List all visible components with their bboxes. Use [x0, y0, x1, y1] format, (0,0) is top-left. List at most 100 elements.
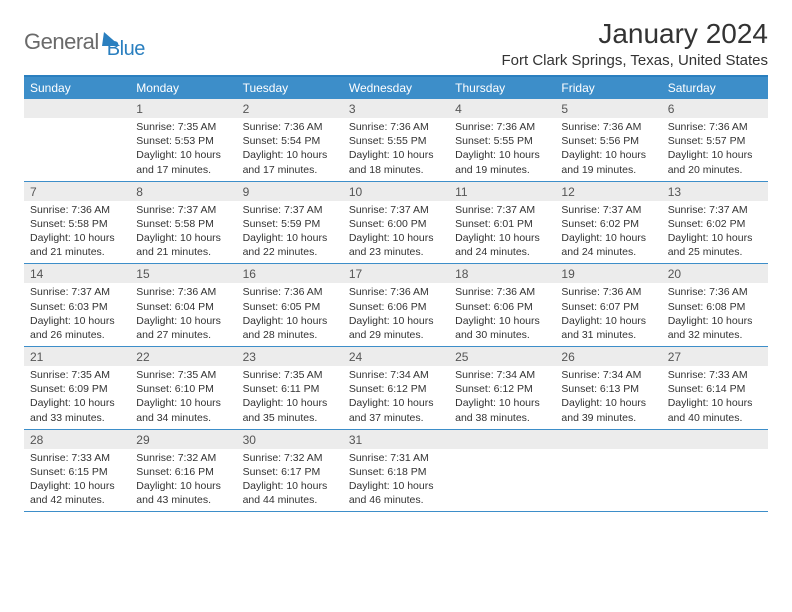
- day-number-strip: 24: [343, 347, 449, 366]
- day-cell: 15Sunrise: 7:36 AMSunset: 6:04 PMDayligh…: [130, 264, 236, 346]
- day-cell: 12Sunrise: 7:37 AMSunset: 6:02 PMDayligh…: [555, 182, 661, 264]
- sunset-text: Sunset: 6:10 PM: [136, 382, 230, 396]
- day-cell: 9Sunrise: 7:37 AMSunset: 5:59 PMDaylight…: [237, 182, 343, 264]
- day-number-strip: 22: [130, 347, 236, 366]
- day-number: 23: [237, 347, 343, 366]
- day-details: Sunrise: 7:32 AMSunset: 6:17 PMDaylight:…: [237, 449, 343, 512]
- day-number: 31: [343, 430, 449, 449]
- day-number: 4: [449, 99, 555, 118]
- day-cell: 25Sunrise: 7:34 AMSunset: 6:12 PMDayligh…: [449, 347, 555, 429]
- day-details: Sunrise: 7:36 AMSunset: 6:08 PMDaylight:…: [662, 283, 768, 346]
- sunrise-text: Sunrise: 7:37 AM: [243, 203, 337, 217]
- daylight-text: and 28 minutes.: [243, 328, 337, 342]
- day-cell: 0: [555, 430, 661, 512]
- sunset-text: Sunset: 6:09 PM: [30, 382, 124, 396]
- day-number-strip: 0: [449, 430, 555, 449]
- day-number-strip: 31: [343, 430, 449, 449]
- daylight-text: and 44 minutes.: [243, 493, 337, 507]
- day-number-strip: 16: [237, 264, 343, 283]
- sunrise-text: Sunrise: 7:37 AM: [455, 203, 549, 217]
- sunset-text: Sunset: 6:03 PM: [30, 300, 124, 314]
- day-number-strip: 17: [343, 264, 449, 283]
- day-details: Sunrise: 7:31 AMSunset: 6:18 PMDaylight:…: [343, 449, 449, 512]
- day-details: Sunrise: 7:36 AMSunset: 6:06 PMDaylight:…: [343, 283, 449, 346]
- sunrise-text: Sunrise: 7:36 AM: [455, 120, 549, 134]
- day-number-strip: 4: [449, 99, 555, 118]
- day-details: Sunrise: 7:35 AMSunset: 6:10 PMDaylight:…: [130, 366, 236, 429]
- daylight-text: Daylight: 10 hours: [136, 479, 230, 493]
- sunrise-text: Sunrise: 7:36 AM: [30, 203, 124, 217]
- sunrise-text: Sunrise: 7:33 AM: [30, 451, 124, 465]
- daylight-text: Daylight: 10 hours: [30, 314, 124, 328]
- sunset-text: Sunset: 6:15 PM: [30, 465, 124, 479]
- sunrise-text: Sunrise: 7:36 AM: [455, 285, 549, 299]
- day-number: 26: [555, 347, 661, 366]
- sunrise-text: Sunrise: 7:36 AM: [243, 120, 337, 134]
- daylight-text: Daylight: 10 hours: [455, 314, 549, 328]
- sunset-text: Sunset: 5:59 PM: [243, 217, 337, 231]
- sunrise-text: Sunrise: 7:36 AM: [668, 120, 762, 134]
- logo-triangle-icon: [102, 32, 122, 46]
- daylight-text: Daylight: 10 hours: [349, 314, 443, 328]
- sunrise-text: Sunrise: 7:37 AM: [30, 285, 124, 299]
- week-row: 14Sunrise: 7:37 AMSunset: 6:03 PMDayligh…: [24, 264, 768, 347]
- daylight-text: Daylight: 10 hours: [455, 396, 549, 410]
- week-row: 01Sunrise: 7:35 AMSunset: 5:53 PMDayligh…: [24, 99, 768, 182]
- sunset-text: Sunset: 6:06 PM: [455, 300, 549, 314]
- day-number: 30: [237, 430, 343, 449]
- weekday-header-row: Sunday Monday Tuesday Wednesday Thursday…: [24, 77, 768, 99]
- week-row: 21Sunrise: 7:35 AMSunset: 6:09 PMDayligh…: [24, 347, 768, 430]
- sunrise-text: Sunrise: 7:33 AM: [668, 368, 762, 382]
- daylight-text: and 34 minutes.: [136, 411, 230, 425]
- day-details: Sunrise: 7:36 AMSunset: 6:05 PMDaylight:…: [237, 283, 343, 346]
- day-cell: 27Sunrise: 7:33 AMSunset: 6:14 PMDayligh…: [662, 347, 768, 429]
- daylight-text: and 20 minutes.: [668, 163, 762, 177]
- day-cell: 14 Sunrise: 7:37 AMSunset: 6:03 PMDayligh…: [24, 264, 130, 346]
- sunrise-text: Sunrise: 7:36 AM: [349, 120, 443, 134]
- day-number: 28: [24, 430, 130, 449]
- sunset-text: Sunset: 5:55 PM: [455, 134, 549, 148]
- daylight-text: Daylight: 10 hours: [668, 314, 762, 328]
- day-number-strip: 3: [343, 99, 449, 118]
- sunset-text: Sunset: 6:16 PM: [136, 465, 230, 479]
- daylight-text: Daylight: 10 hours: [349, 479, 443, 493]
- day-cell: 5Sunrise: 7:36 AMSunset: 5:56 PMDaylight…: [555, 99, 661, 181]
- daylight-text: and 43 minutes.: [136, 493, 230, 507]
- daylight-text: Daylight: 10 hours: [243, 314, 337, 328]
- day-cell: 4 Sunrise: 7:36 AMSunset: 5:55 PMDaylight…: [449, 99, 555, 181]
- day-cell: 19Sunrise: 7:36 AMSunset: 6:07 PMDayligh…: [555, 264, 661, 346]
- day-number: 24: [343, 347, 449, 366]
- day-number: 14: [24, 264, 130, 283]
- sunrise-text: Sunrise: 7:31 AM: [349, 451, 443, 465]
- day-details: Sunrise: 7:35 AMSunset: 6:09 PMDaylight:…: [24, 366, 130, 429]
- day-number-strip: 12: [555, 182, 661, 201]
- day-cell: 3Sunrise: 7:36 AMSunset: 5:55 PMDaylight…: [343, 99, 449, 181]
- sunset-text: Sunset: 6:07 PM: [561, 300, 655, 314]
- sunset-text: Sunset: 6:12 PM: [349, 382, 443, 396]
- daylight-text: and 17 minutes.: [136, 163, 230, 177]
- title-block: January 2024 Fort Clark Springs, Texas, …: [502, 18, 769, 69]
- day-number: 21: [24, 347, 130, 366]
- weekday-header: Sunday: [24, 77, 130, 99]
- day-number: 22: [130, 347, 236, 366]
- day-number: 2: [237, 99, 343, 118]
- day-cell: 10Sunrise: 7:37 AMSunset: 6:00 PMDayligh…: [343, 182, 449, 264]
- day-number-strip: 28: [24, 430, 130, 449]
- day-number-strip: 13: [662, 182, 768, 201]
- day-details: Sunrise: 7:36 AMSunset: 6:04 PMDaylight:…: [130, 283, 236, 346]
- sunrise-text: Sunrise: 7:35 AM: [136, 368, 230, 382]
- day-details: Sunrise: 7:33 AMSunset: 6:15 PMDaylight:…: [24, 449, 130, 512]
- daylight-text: Daylight: 10 hours: [30, 396, 124, 410]
- daylight-text: and 30 minutes.: [455, 328, 549, 342]
- day-number-strip: 10: [343, 182, 449, 201]
- day-number-strip: 20: [662, 264, 768, 283]
- daylight-text: and 31 minutes.: [561, 328, 655, 342]
- sunrise-text: Sunrise: 7:32 AM: [243, 451, 337, 465]
- day-cell: 23Sunrise: 7:35 AMSunset: 6:11 PMDayligh…: [237, 347, 343, 429]
- sunset-text: Sunset: 6:02 PM: [561, 217, 655, 231]
- day-number-strip: 27: [662, 347, 768, 366]
- daylight-text: Daylight: 10 hours: [136, 231, 230, 245]
- daylight-text: and 27 minutes.: [136, 328, 230, 342]
- daylight-text: Daylight: 10 hours: [455, 148, 549, 162]
- daylight-text: and 23 minutes.: [349, 245, 443, 259]
